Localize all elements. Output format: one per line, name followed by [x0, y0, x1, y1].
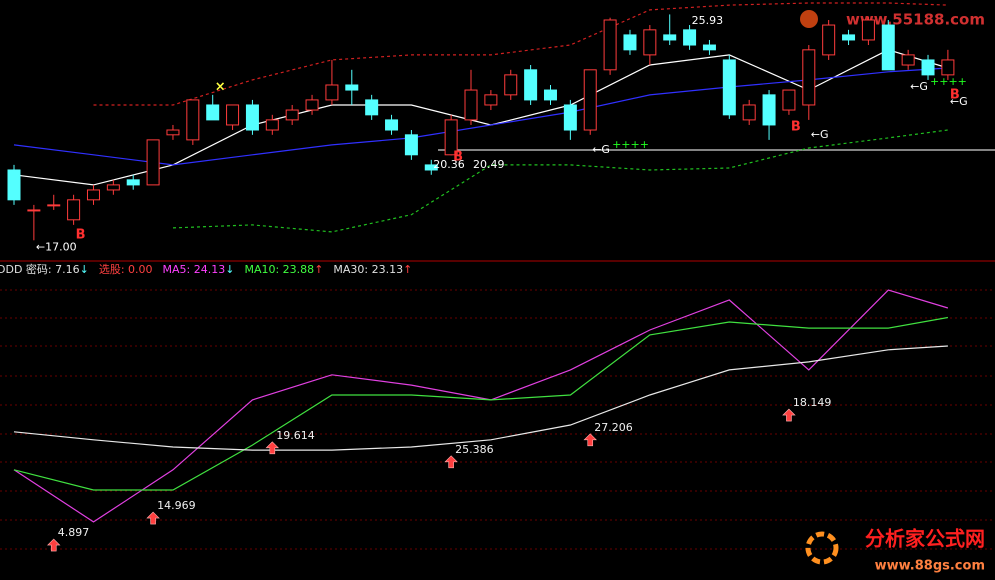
- legend-entry: MA10: 23.88: [244, 263, 314, 276]
- annotation: ←G: [950, 95, 968, 108]
- candle-body: [563, 104, 577, 131]
- annotation: ++++: [930, 75, 967, 88]
- candle-body: [782, 89, 796, 111]
- signal-arrow: [146, 511, 160, 525]
- signal-label: 27.206: [594, 421, 633, 434]
- panel-grid: [0, 289, 995, 550]
- signal-arrow: [265, 441, 280, 455]
- candle-body: [424, 164, 438, 171]
- annotation: B: [791, 119, 801, 134]
- candle-body: [146, 139, 160, 186]
- candle-body: [623, 34, 637, 51]
- signal-label: 19.614: [276, 429, 315, 442]
- candle-body: [404, 134, 418, 156]
- candle-body: [27, 209, 41, 212]
- candle-body: [822, 24, 836, 56]
- legend-arrow: ↓: [225, 263, 234, 276]
- line: [172, 129, 948, 233]
- candle-body: [67, 199, 81, 221]
- indicator-line: [13, 345, 948, 451]
- candle-body: [345, 84, 359, 91]
- legend-arrow: ↑: [403, 263, 412, 276]
- legend-entry: DDD 密码: 7.16: [0, 262, 80, 276]
- annotation: 20.49: [473, 158, 505, 171]
- candle-body: [365, 99, 379, 116]
- candle-body: [842, 34, 856, 41]
- candle-body: [86, 189, 100, 201]
- signal-label: 14.969: [157, 499, 196, 512]
- candle-body: [106, 184, 120, 191]
- candle-body: [305, 99, 319, 111]
- candle-body: [941, 59, 955, 76]
- annotation: ←G: [910, 80, 928, 93]
- watermark: www.55188.com: [846, 11, 985, 29]
- annotation: ←G: [811, 128, 829, 141]
- candle-body: [543, 89, 557, 101]
- signal-arrow: [583, 433, 597, 447]
- candle-body: [722, 59, 736, 116]
- candle-body: [901, 54, 915, 66]
- candle-body: [921, 59, 935, 76]
- candle-body: [702, 44, 716, 51]
- candle-body: [603, 19, 617, 71]
- candle-body: [742, 104, 756, 121]
- signal-label: 25.386: [455, 443, 494, 456]
- legend-entry: MA30: 23.13: [333, 263, 403, 276]
- candle-body: [245, 104, 259, 131]
- candle-body: [762, 94, 776, 126]
- annotation: ←17.00: [36, 240, 77, 253]
- legend-arrow: ↓: [80, 263, 89, 276]
- candle-body: [206, 104, 220, 121]
- candle-body: [186, 99, 200, 141]
- candle-body: [7, 169, 21, 201]
- annotation: ++++: [612, 138, 649, 151]
- candle-body: [484, 94, 498, 106]
- candle-body: [504, 74, 518, 96]
- signal-label: 18.149: [793, 396, 832, 409]
- candle-body: [444, 119, 458, 156]
- annotation: ←G: [592, 143, 610, 156]
- annotation: B: [950, 88, 960, 103]
- signal-arrow: [47, 538, 61, 552]
- candle-body: [265, 119, 279, 131]
- candle-body: [325, 84, 339, 101]
- signal-arrow: [444, 455, 458, 469]
- indicator-line: [13, 316, 949, 491]
- legend-entry: 选股: 0.00: [99, 263, 153, 276]
- candle-body: [881, 24, 895, 71]
- candle-body: [663, 34, 677, 41]
- candle-body: [524, 69, 538, 101]
- candle-body: [385, 119, 399, 131]
- signal-label: 4.897: [58, 526, 90, 539]
- annotation: ×: [215, 79, 226, 94]
- candle-body: [285, 109, 299, 121]
- candle-body: [802, 49, 816, 106]
- candle-body: [643, 29, 657, 56]
- watermark: 分析家公式网: [865, 527, 985, 551]
- annotation: 25.93: [692, 14, 724, 27]
- candle-body: [126, 179, 140, 186]
- candle-body: [226, 104, 240, 126]
- signal-arrow: [782, 408, 796, 422]
- annotation: B: [453, 149, 463, 164]
- logo: [805, 531, 839, 565]
- candle-body: [583, 69, 597, 131]
- logo: [800, 10, 818, 28]
- candle-body: [861, 19, 875, 41]
- candle-body: [464, 89, 478, 121]
- candle-body: [166, 129, 180, 136]
- watermark: www.88gs.com: [875, 559, 985, 574]
- annotation: 20.36: [433, 158, 465, 171]
- legend: DDD 密码: 7.16↓ 选股: 0.00 MA5: 24.13↓ MA10: 23…: [0, 262, 412, 276]
- candle-body: [683, 29, 697, 46]
- legend-entry: MA5: 24.13: [163, 263, 226, 276]
- annotation: B: [76, 227, 86, 242]
- legend-arrow: ↑: [314, 263, 323, 276]
- candle-body: [47, 204, 61, 207]
